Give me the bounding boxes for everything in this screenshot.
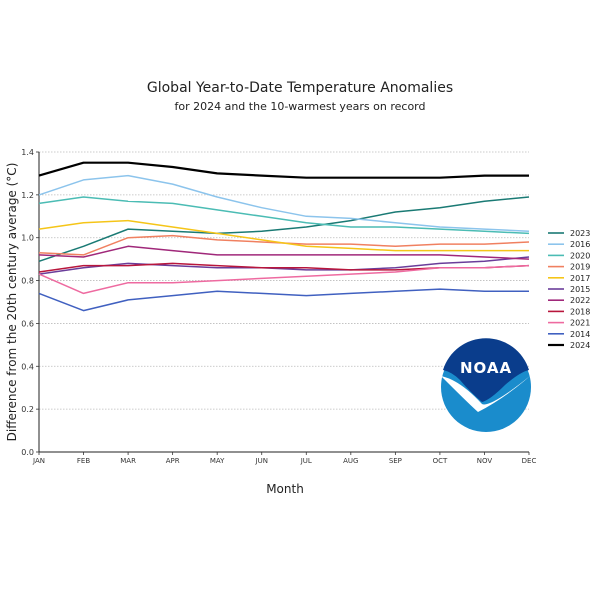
y-axis-title: Difference from the 20th century average… <box>5 163 19 442</box>
x-axis-title: Month <box>266 482 304 496</box>
series-line-2021 <box>38 264 530 295</box>
x-tick-label: JAN <box>32 457 45 465</box>
y-tick-label: 0.0 <box>21 448 34 457</box>
x-tick-label: DEC <box>522 457 537 465</box>
series-line-2022 <box>38 245 530 260</box>
chart-subtitle: for 2024 and the 10-warmest years on rec… <box>174 100 426 113</box>
legend-label-2022: 2022 <box>570 296 590 305</box>
legend: 2023 2016 2020 2019 2017 2015 2022 2018 2021 2014… <box>548 229 590 350</box>
series-line-2020 <box>38 196 530 235</box>
legend-label-2020: 2020 <box>570 251 590 260</box>
legend-label-2024: 2024 <box>570 341 590 350</box>
x-tick-label: OCT <box>433 457 448 465</box>
noaa-logo: NOAA <box>441 338 531 432</box>
series-line-2019 <box>38 234 530 256</box>
y-tick-label: 0.2 <box>21 405 34 414</box>
x-tick-label: AUG <box>343 457 358 465</box>
y-tick-label: 0.6 <box>21 319 34 328</box>
series-line-2016 <box>38 174 530 233</box>
axes <box>38 152 529 453</box>
y-tick-label: 0.4 <box>21 362 34 371</box>
y-tick-label: 1.4 <box>21 148 34 157</box>
x-tick-label: MAY <box>210 457 225 465</box>
legend-label-2023: 2023 <box>570 229 590 238</box>
y-tick-label: 1.2 <box>21 191 34 200</box>
series-line-2024 <box>38 161 529 179</box>
series-line-2023 <box>38 196 530 263</box>
legend-label-2016: 2016 <box>570 240 590 249</box>
x-tick-label: MAR <box>120 457 136 465</box>
x-tick-label: APR <box>166 457 180 465</box>
series-line-2015 <box>38 256 530 275</box>
series-line-2014 <box>38 288 529 312</box>
series-lines <box>38 161 530 312</box>
legend-label-2019: 2019 <box>570 263 590 272</box>
legend-label-2014: 2014 <box>570 330 590 339</box>
logo-bird-icon <box>441 376 530 412</box>
legend-label-2017: 2017 <box>570 274 590 283</box>
x-tick-label: JUL <box>300 457 312 465</box>
x-tick-label: SEP <box>389 457 402 465</box>
y-tick-label: 0.8 <box>21 277 34 286</box>
series-line-2017 <box>38 219 529 252</box>
x-axis-ticks: JAN FEB MAR APR MAY JUN JUL AUG SEP OCT NOV DEC <box>32 452 536 465</box>
legend-label-2021: 2021 <box>570 319 590 328</box>
y-tick-label: 1.0 <box>21 234 34 243</box>
x-tick-label: JUN <box>255 457 268 465</box>
legend-label-2018: 2018 <box>570 307 590 316</box>
x-tick-label: NOV <box>477 457 493 465</box>
x-tick-label: FEB <box>77 457 90 465</box>
legend-label-2015: 2015 <box>570 285 590 294</box>
y-axis-ticks: 0.0 0.2 0.4 0.6 0.8 1.0 1.2 1.4 <box>21 148 39 457</box>
chart-title: Global Year-to-Date Temperature Anomalie… <box>146 80 454 96</box>
logo-text: NOAA <box>460 359 512 377</box>
logo-dark-top <box>443 338 529 402</box>
